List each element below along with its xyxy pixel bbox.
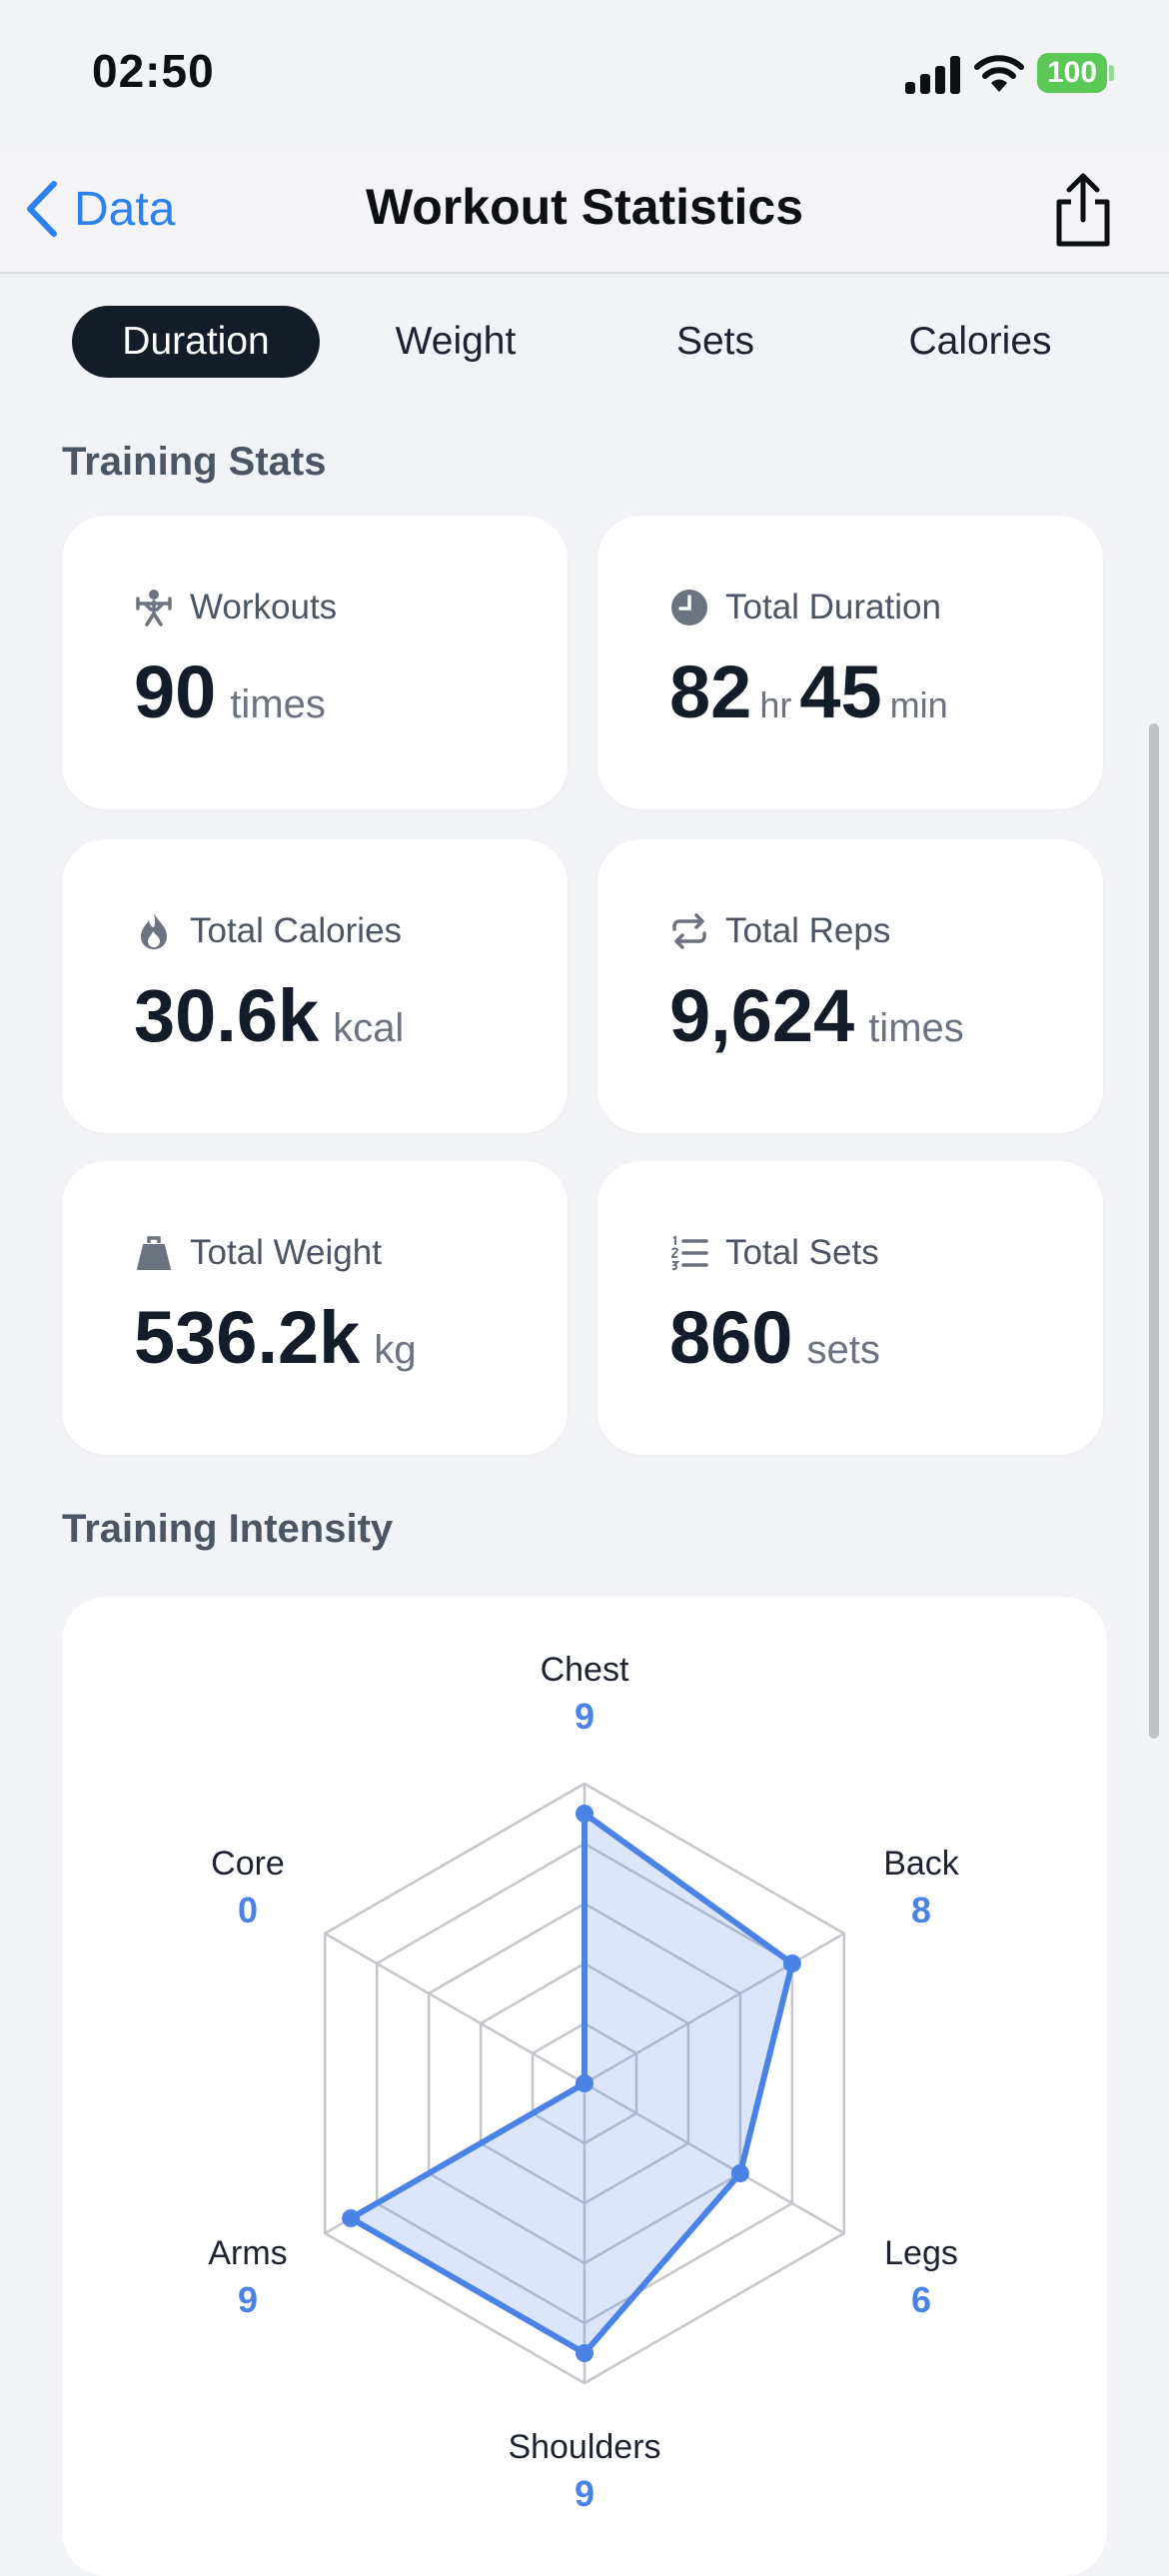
status-time: 02:50 [92, 45, 215, 97]
total-weight-card: Total Weight 536.2k kg [62, 1161, 568, 1455]
radar-grid-spoke [324, 1932, 585, 2085]
metric-tabs: Duration Weight Sets Calories [70, 306, 1109, 382]
radar-point-shoulders [576, 2344, 593, 2362]
clock-icon [669, 588, 709, 628]
tab-sets[interactable]: Sets [675, 320, 755, 363]
flame-icon [134, 911, 174, 951]
duration-minutes-value: 45 [799, 650, 882, 733]
chevron-left-icon [27, 181, 57, 237]
total-sets-value: 860 [669, 1296, 793, 1379]
radar-value-label-shoulders: 9 [575, 2473, 594, 2514]
back-label: Data [74, 182, 176, 236]
share-icon[interactable] [1051, 170, 1115, 250]
radar-grid-spoke [584, 1932, 845, 2085]
battery-icon: 100 [1037, 53, 1107, 93]
total-duration-card: Total Duration 82 hr 45 min [597, 516, 1103, 809]
radar-point-arms [342, 2209, 361, 2227]
wifi-icon [974, 55, 1024, 92]
total-calories-unit: kcal [333, 1006, 405, 1050]
radar-axis-label-core: Core [211, 1845, 285, 1883]
training-intensity-radar-chart: Chest 9 Back 8 Legs 6 Shoulders 9 Arms 9 Core 0 [208, 1651, 960, 2514]
training-intensity-card: Chest 9 Back 8 Legs 6 Shoulders 9 Arms 9 Core 0 [62, 1597, 1107, 2576]
tab-duration[interactable]: Duration [72, 306, 320, 378]
radar-axis-label-arms: Arms [208, 2234, 287, 2272]
training-stats-title: Training Stats [62, 440, 327, 484]
radar-point-back [782, 1954, 801, 1972]
workouts-card: Workouts 90 times [62, 516, 568, 809]
battery-tip [1109, 65, 1114, 81]
total-calories-card: Total Calories 30.6k kcal [62, 839, 568, 1133]
radar-value-label-chest: 9 [575, 1696, 594, 1737]
radar-axis-label-back: Back [883, 1845, 960, 1883]
workouts-value: 90 [134, 650, 217, 733]
page-title: Workout Statistics [365, 179, 804, 235]
radar-value-label-back: 8 [911, 1890, 931, 1931]
workouts-unit: times [230, 682, 326, 726]
radar-point-legs [730, 2164, 749, 2182]
weightlifter-icon [134, 588, 174, 628]
status-bar: 02:50 100 [0, 0, 1169, 150]
radar-value-label-core: 0 [238, 1890, 258, 1931]
radar-value-label-legs: 6 [911, 2279, 931, 2320]
back-button[interactable]: Data [22, 174, 175, 244]
radar-axis-label-legs: Legs [884, 2234, 958, 2272]
total-calories-value: 30.6k [134, 974, 320, 1057]
radar-grid-spoke [584, 2081, 845, 2235]
total-reps-unit: times [868, 1006, 964, 1050]
total-reps-card: Total Reps 9,624 times [597, 839, 1103, 1133]
radar-axis-label-shoulders: Shoulders [508, 2428, 660, 2466]
radar-point-core [576, 2074, 593, 2092]
total-weight-label: Total Weight [190, 1233, 382, 1272]
total-reps-label: Total Reps [725, 911, 891, 950]
total-duration-label: Total Duration [725, 588, 941, 627]
duration-hours-unit: hr [759, 684, 792, 725]
tab-calories[interactable]: Calories [908, 320, 1052, 363]
total-sets-card: Total Sets 860 sets [597, 1161, 1103, 1455]
total-sets-unit: sets [806, 1328, 880, 1372]
duration-hours-value: 82 [669, 650, 752, 733]
repeat-icon [669, 911, 709, 951]
radar-value-label-arms: 9 [238, 2279, 258, 2320]
total-sets-label: Total Sets [725, 1233, 879, 1272]
total-weight-value: 536.2k [134, 1296, 361, 1379]
navigation-bar: Data Workout Statistics [0, 150, 1169, 274]
duration-minutes-unit: min [889, 684, 948, 725]
total-weight-unit: kg [374, 1328, 417, 1372]
training-intensity-title: Training Intensity [62, 1507, 394, 1551]
scrollbar[interactable] [1149, 723, 1159, 1739]
numbered-list-icon [669, 1233, 709, 1273]
radar-point-chest [576, 1805, 593, 1823]
total-calories-label: Total Calories [190, 911, 403, 950]
workouts-label: Workouts [190, 588, 338, 627]
radar-axis-label-chest: Chest [541, 1651, 629, 1689]
tab-weight[interactable]: Weight [395, 320, 517, 363]
radar-series-area [348, 1811, 795, 2356]
cellular-signal-icon [905, 56, 961, 94]
kettlebell-icon [134, 1233, 174, 1273]
total-reps-value: 9,624 [669, 974, 855, 1057]
